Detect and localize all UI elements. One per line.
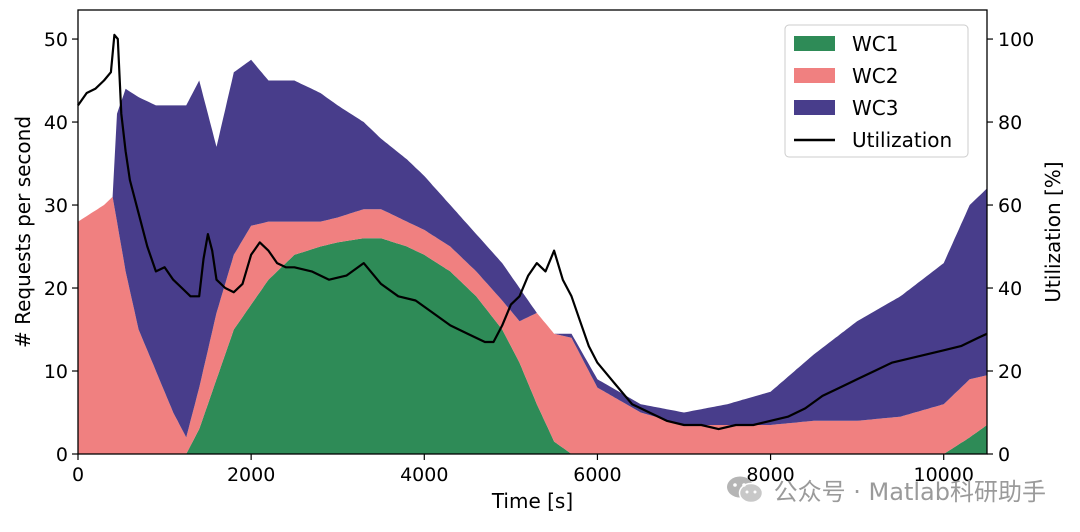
y-tick-label: 40: [44, 112, 68, 134]
y2-axis-title: Utilization [%]: [1041, 161, 1065, 302]
watermark: 公众号 · Matlab科研助手: [726, 472, 1046, 507]
y-tick-label: 30: [44, 195, 68, 217]
x-tick-label: 6000: [573, 464, 621, 486]
y2-tick-label: 60: [998, 195, 1022, 217]
legend-label-wc3: WC3: [852, 96, 898, 120]
legend-label-utilization: Utilization: [852, 128, 952, 152]
x-tick-label: 4000: [400, 464, 448, 486]
x-axis-title: Time [s]: [491, 489, 573, 513]
x-tick-label: 10000: [913, 464, 973, 486]
legend-label-wc1: WC1: [852, 32, 898, 56]
legend-label-wc2: WC2: [852, 64, 898, 88]
y2-tick-label: 100: [998, 29, 1034, 51]
y2-tick-label: 0: [998, 444, 1010, 466]
x-tick-label: 0: [72, 464, 84, 486]
y-tick-label: 0: [56, 444, 68, 466]
y-axis-left: 0 10 20 30 40 50: [44, 29, 78, 466]
y2-tick-label: 20: [998, 361, 1022, 383]
area-wc1: [78, 238, 987, 454]
y-tick-label: 50: [44, 29, 68, 51]
legend-swatch-wc1: [794, 36, 835, 51]
x-axis: 0 2000 4000 6000 8000 10000: [72, 454, 974, 486]
legend-swatch-wc3: [794, 100, 835, 115]
area-wc2: [78, 196, 987, 454]
y2-tick-label: 40: [998, 278, 1022, 300]
utilization-layer: [77, 33, 988, 431]
y2-tick-label: 80: [998, 112, 1022, 134]
stacked-areas: [78, 59, 987, 454]
y-axis-title: # Requests per second: [11, 116, 35, 348]
watermark-text: 公众号 · Matlab科研助手: [773, 478, 1046, 506]
plot-frame: [77, 9, 988, 455]
wechat-icon: [726, 475, 764, 505]
y-tick-label: 10: [44, 361, 68, 383]
y-axis-right: 0 20 40 60 80 100: [987, 29, 1034, 466]
x-tick-label: 8000: [746, 464, 794, 486]
legend: WC1 WC2 WC3 Utilization: [784, 24, 969, 158]
legend-swatch-wc2: [794, 68, 835, 83]
utilization-line: [77, 33, 988, 431]
x-tick-label: 2000: [227, 464, 275, 486]
y-tick-label: 20: [44, 278, 68, 300]
area-wc3: [78, 59, 987, 438]
legend-box: [784, 24, 969, 158]
